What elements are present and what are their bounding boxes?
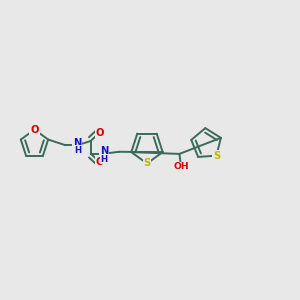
Text: O: O — [95, 157, 104, 167]
Text: N: N — [73, 138, 82, 148]
Text: H: H — [100, 154, 108, 164]
Text: O: O — [30, 124, 39, 135]
Text: S: S — [143, 158, 151, 169]
Text: O: O — [95, 128, 104, 138]
Text: N: N — [100, 146, 108, 156]
Text: H: H — [74, 146, 81, 155]
Text: OH: OH — [173, 162, 189, 171]
Text: S: S — [213, 151, 220, 161]
